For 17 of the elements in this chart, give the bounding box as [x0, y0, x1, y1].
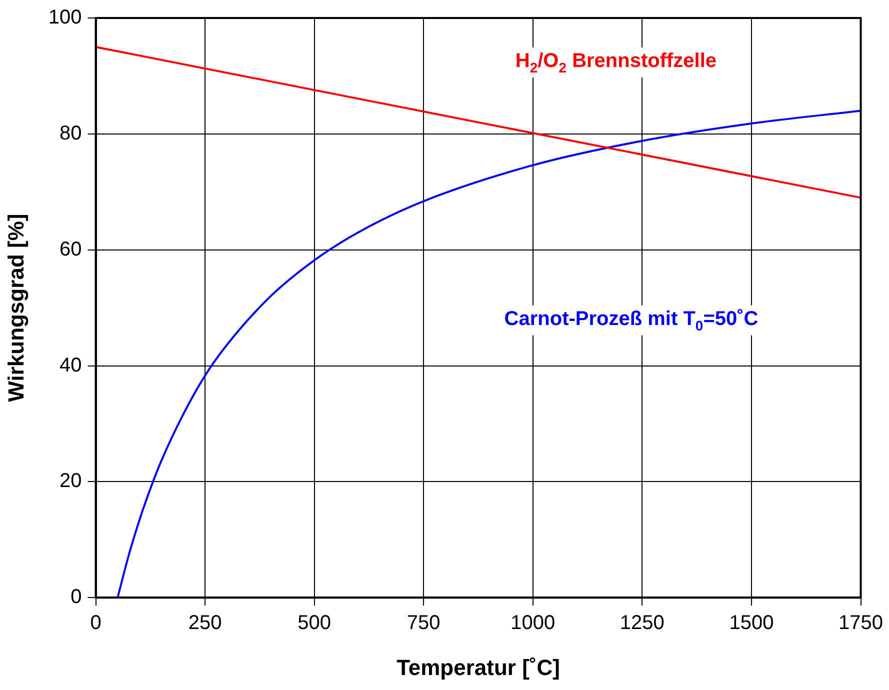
x-tick-label: 1250 [620, 612, 664, 634]
x-tick-label: 250 [188, 612, 222, 634]
y-tick-label: 20 [60, 470, 82, 492]
x-tick-label: 1750 [838, 612, 884, 634]
y-tick-label: 40 [60, 354, 82, 376]
x-tick-label: 0 [90, 612, 102, 634]
x-axis-title: Temperatur [˚C] [396, 654, 560, 680]
y-axis-title: Wirkungsgrad [%] [3, 214, 28, 402]
y-tick-label: 100 [48, 6, 82, 29]
x-tick-label: 750 [406, 612, 440, 634]
x-tick-label: 1000 [510, 612, 556, 634]
x-tick-label: 500 [298, 612, 332, 634]
y-tick-label: 60 [60, 238, 82, 260]
x-tick-label: 1500 [729, 612, 774, 634]
y-tick-label: 80 [60, 122, 82, 144]
line-series [116, 110, 861, 598]
y-tick-label: 0 [70, 586, 82, 608]
